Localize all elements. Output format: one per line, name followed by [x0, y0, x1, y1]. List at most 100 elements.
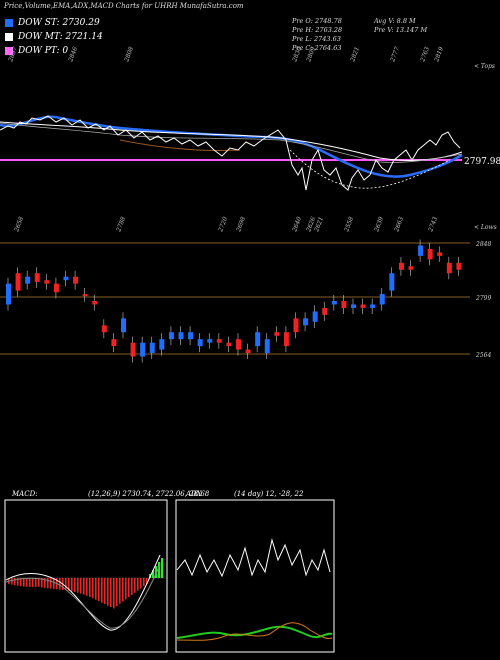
- macd-hist-bar: [128, 578, 130, 598]
- candle-body: [245, 349, 251, 354]
- candle-body: [159, 339, 165, 350]
- macd-hist-bar: [92, 578, 94, 599]
- adx-params: (14 day) 12, -28, 22: [234, 490, 304, 498]
- legend-st: DOW ST: 2730.29: [5, 18, 100, 28]
- macd-hist-bar: [89, 578, 91, 597]
- ema-brown-line: [119, 139, 241, 152]
- top-tick-label: 2846: [67, 46, 79, 64]
- candle-body: [216, 339, 222, 343]
- info-pre-low: Pre L: 2743.63: [292, 35, 341, 43]
- bottom-tick-label: 2788: [115, 216, 127, 234]
- candle-body: [360, 304, 366, 308]
- legend-mt-label: DOW MT: 2721.14: [18, 32, 103, 42]
- top-tick-label: 2819: [433, 46, 445, 64]
- candle-body: [389, 273, 395, 291]
- top-tick-label: 2808: [123, 46, 135, 64]
- candle-body: [283, 332, 289, 347]
- macd-hist-bar: [101, 578, 103, 603]
- ema-dotted-line: [289, 149, 451, 189]
- macd-hist-bar: [65, 578, 67, 591]
- macd-hist-bar: [26, 578, 28, 587]
- macd-hist-bar: [32, 578, 34, 587]
- tops-label: < Tops: [474, 63, 495, 70]
- macd-hist-bar: [113, 578, 115, 609]
- candle-body: [92, 301, 98, 305]
- candle-body: [111, 339, 117, 347]
- macd-hist-bar: [41, 578, 43, 588]
- top-tick-label: 2821: [349, 46, 361, 64]
- candle-body: [44, 280, 50, 284]
- top-tick-label: 2763: [419, 46, 431, 64]
- candle-body: [226, 342, 232, 347]
- candle-body: [446, 262, 452, 274]
- macd-hist-bar: [11, 578, 13, 585]
- legend-pt-label: DOW PT: 0: [18, 46, 69, 56]
- macd-hist-bar: [140, 578, 142, 589]
- macd-hist-bar: [23, 578, 25, 587]
- info-pre-high: Pre H: 2763.28: [292, 26, 343, 34]
- macd-hist-bar: [47, 578, 49, 589]
- top-tick-label: 2830: [291, 46, 303, 64]
- macd-hist-bar: [134, 578, 136, 593]
- ema-long-line: [0, 122, 463, 163]
- candle-body: [168, 332, 174, 340]
- candle-body: [322, 307, 328, 315]
- macd-hist-bar: [122, 578, 124, 602]
- macd-hist-bar: [29, 578, 31, 587]
- legend-st-label: DOW ST: 2730.29: [18, 18, 100, 28]
- top-tick-label: 2809: [305, 46, 317, 64]
- candle-body: [427, 248, 433, 260]
- macd-params: (12,26,9) 2730.74, 2722.06, 28.68: [88, 490, 210, 498]
- macd-hist-bar: [71, 578, 73, 592]
- macd-hist-bar: [53, 578, 55, 589]
- bottom-tick-label: 2720: [217, 216, 229, 234]
- candle-body: [188, 332, 194, 340]
- macd-hist-bar: [44, 578, 46, 588]
- candle-body: [121, 318, 126, 333]
- level-label-2848: 2848: [475, 241, 491, 248]
- macd-hist-bar: [155, 566, 158, 578]
- macd-hist-bar: [116, 578, 118, 606]
- candle-body: [379, 294, 385, 305]
- legend-mt-swatch: [5, 33, 13, 41]
- legend-pt: DOW PT: 0: [5, 46, 68, 56]
- macd-hist-bar: [146, 578, 148, 584]
- macd-hist-bar: [95, 578, 97, 600]
- candle-body: [437, 252, 443, 256]
- macd-hist-bar: [152, 570, 155, 578]
- di-plus-line: [176, 625, 333, 639]
- candle-body: [101, 325, 107, 333]
- level-label-2564: 2564: [475, 352, 491, 359]
- macd-hist-bar: [68, 578, 70, 591]
- macd-hist-bar: [50, 578, 52, 589]
- macd-hist-bar: [17, 578, 19, 586]
- info-pre-close: Pre C: 2764.63: [292, 44, 342, 52]
- macd-hist-bar: [131, 578, 133, 595]
- candle-body: [178, 332, 184, 340]
- bottom-tick-label: 2658: [13, 216, 25, 234]
- candle-body: [293, 318, 299, 333]
- macd-hist-bar: [125, 578, 127, 600]
- macd-hist-bar: [137, 578, 139, 591]
- candle-body: [331, 301, 337, 305]
- candle-body: [34, 273, 40, 282]
- ema-mid-line: [0, 121, 463, 161]
- candle-body: [25, 276, 31, 284]
- macd-hist-bar: [104, 578, 106, 605]
- macd-hist-bar: [35, 578, 37, 587]
- price-line: [0, 115, 461, 191]
- candle-body: [197, 339, 203, 347]
- level-label-2799: 2799: [475, 295, 491, 302]
- macd-hist-bar: [143, 578, 145, 587]
- candle-body: [207, 339, 213, 343]
- macd-hist-bar: [119, 578, 121, 604]
- legend-mt: DOW MT: 2721.14: [5, 32, 103, 42]
- bottom-tick-label: 2640: [291, 216, 303, 234]
- candle-body: [303, 318, 309, 326]
- candle-body: [15, 273, 21, 291]
- candle-body: [63, 276, 69, 281]
- candle-body: [149, 342, 155, 354]
- macd-hist-bar: [14, 578, 16, 586]
- candle-body: [264, 339, 270, 354]
- adx-label: ADX: [186, 490, 202, 498]
